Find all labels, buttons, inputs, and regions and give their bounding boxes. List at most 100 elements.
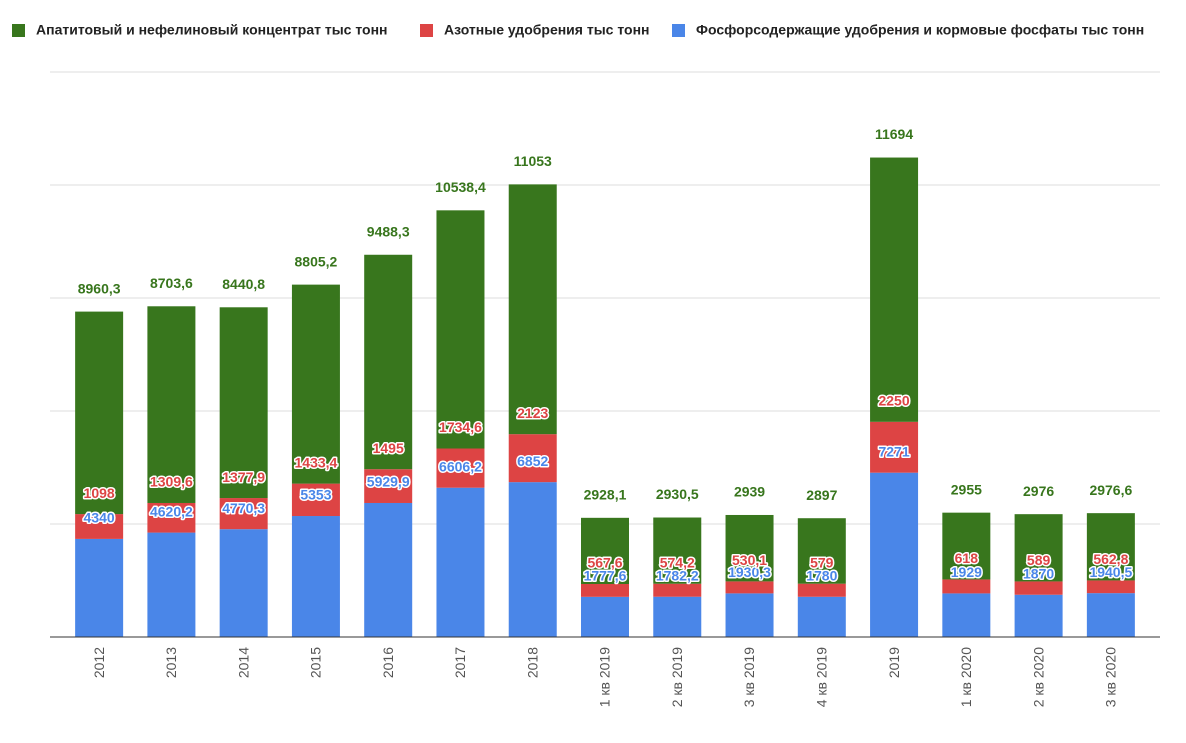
bar-segment — [942, 512, 991, 580]
x-tick-label: 1 кв 2020 — [958, 647, 974, 707]
data-label: 1098 — [84, 485, 115, 501]
bar-segment — [147, 502, 196, 533]
data-label: 2955 — [951, 481, 982, 497]
bar-segment — [147, 532, 196, 637]
bar-segment — [75, 538, 124, 637]
bar-segment — [291, 516, 340, 637]
data-label: 2928,1 — [584, 487, 627, 503]
x-tick-label: 2019 — [886, 647, 902, 678]
legend-swatch — [420, 24, 433, 37]
data-label: 562,8 — [1093, 551, 1128, 567]
x-tick-label: 2014 — [235, 647, 251, 678]
data-label: 6606,2 — [439, 458, 482, 474]
data-label: 530,1 — [732, 552, 767, 568]
bar-segment — [870, 157, 919, 422]
bar-segment — [436, 448, 485, 488]
bar-segment — [291, 284, 340, 484]
data-label: 1780 — [806, 567, 837, 583]
x-tick-label: 1 кв 2019 — [597, 647, 613, 707]
bar-segment — [1014, 594, 1063, 637]
bar-segment — [942, 593, 991, 637]
bar-segment — [653, 517, 702, 584]
bar-segment — [797, 596, 846, 637]
data-label: 1929 — [951, 564, 982, 580]
data-label: 8805,2 — [295, 253, 338, 269]
bar-segment — [942, 579, 991, 594]
x-tick-label: 2017 — [452, 647, 468, 678]
bar-segment — [653, 596, 702, 637]
data-label: 8440,8 — [222, 276, 265, 292]
x-tick-label: 2 кв 2019 — [669, 647, 685, 707]
bar-segment — [870, 472, 919, 637]
legend-label: Азотные удобрения тыс тонн — [444, 22, 649, 38]
legend-label: Апатитовый и нефелиновый концентрат тыс … — [36, 22, 388, 38]
bar-segment — [508, 184, 557, 435]
data-label: 5929,9 — [367, 474, 410, 490]
bar-segment — [219, 529, 268, 637]
data-label: 2897 — [806, 487, 837, 503]
bar-segment — [436, 487, 485, 637]
bar-segment — [75, 514, 124, 539]
data-label: 2250 — [878, 393, 909, 409]
x-tick-label: 3 кв 2020 — [1103, 647, 1119, 707]
bar-segment — [291, 483, 340, 517]
data-label: 11694 — [875, 126, 913, 142]
data-label: 6852 — [517, 453, 548, 469]
data-label: 1782,2 — [656, 567, 699, 583]
data-label: 10538,4 — [435, 179, 486, 195]
data-label: 2939 — [734, 484, 765, 500]
bar-segment — [581, 517, 629, 584]
bar-segment — [508, 434, 557, 483]
bar-segment — [1086, 580, 1135, 594]
data-label: 1870 — [1023, 565, 1054, 581]
x-tick-label: 3 кв 2019 — [741, 647, 757, 707]
bar-segment — [870, 421, 919, 473]
data-label: 11053 — [514, 153, 552, 169]
bar-segment — [1014, 581, 1063, 595]
bar-segment — [219, 498, 268, 530]
x-tick-label: 2013 — [163, 647, 179, 678]
data-label: 2976,6 — [1089, 482, 1132, 498]
data-label: 7271 — [878, 443, 909, 459]
data-label: 8703,6 — [150, 275, 193, 291]
x-tick-label: 2016 — [380, 647, 396, 678]
data-label: 618 — [955, 550, 979, 566]
x-tick-label: 2012 — [91, 647, 107, 678]
bar-segment — [436, 210, 485, 449]
bar-segment — [1014, 514, 1063, 582]
data-label: 579 — [810, 554, 834, 570]
bar-segment — [725, 593, 774, 637]
bar-segment — [75, 311, 124, 515]
legend-swatch — [12, 24, 25, 37]
data-label: 589 — [1027, 552, 1051, 568]
bar-segment — [508, 482, 557, 637]
data-label: 1377,9 — [222, 469, 265, 485]
bar-segment — [581, 596, 629, 637]
data-label: 8960,3 — [78, 280, 121, 296]
bar-segment — [725, 514, 774, 582]
data-label: 1495 — [373, 440, 404, 456]
bar-segment — [725, 581, 774, 594]
data-label: 1433,4 — [295, 454, 338, 470]
data-label: 4340 — [84, 510, 115, 526]
data-label: 9488,3 — [367, 223, 410, 239]
bar-segment — [1086, 513, 1135, 581]
data-label: 2930,5 — [656, 486, 699, 502]
data-label: 2123 — [517, 405, 548, 421]
bar-segment — [1086, 593, 1135, 637]
data-label: 574,2 — [660, 554, 695, 570]
data-label: 5353 — [300, 487, 331, 503]
legend-label: Фосфорсодержащие удобрения и кормовые фо… — [696, 22, 1144, 38]
bar-segment — [653, 583, 702, 597]
data-label: 1777,6 — [584, 568, 627, 584]
bar-segment — [364, 502, 413, 637]
legend-swatch — [672, 24, 685, 37]
data-label: 1930,3 — [728, 564, 771, 580]
data-label: 1309,6 — [150, 474, 193, 490]
data-label: 2976 — [1023, 483, 1054, 499]
x-tick-label: 4 кв 2019 — [814, 647, 830, 707]
bar-segment — [364, 254, 413, 470]
bar-segment — [797, 583, 846, 597]
bar-segment — [219, 307, 268, 499]
bar-segment — [581, 583, 629, 597]
